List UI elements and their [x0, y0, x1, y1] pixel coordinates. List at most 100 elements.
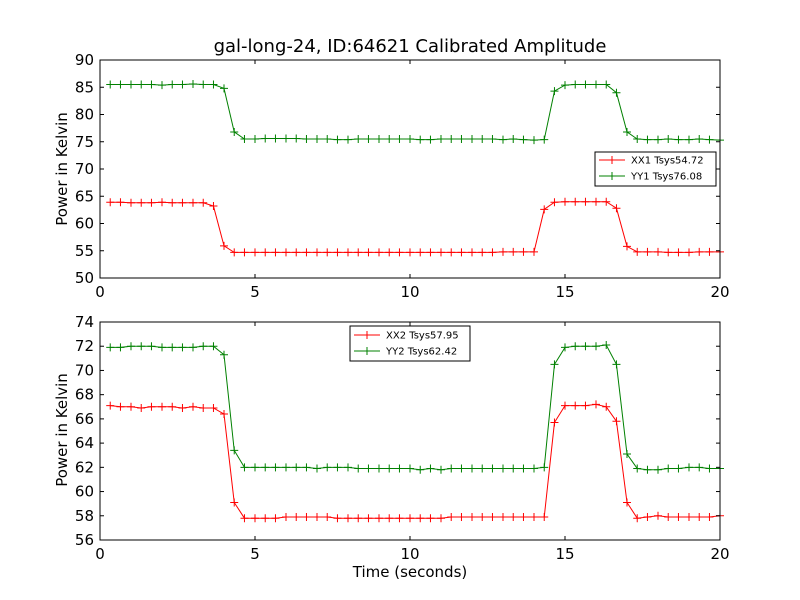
bottom-chart-axes-ticks: 0 5 10 15 20 56 58 60 62 64 66 68 70 72 74: [75, 313, 730, 563]
data-point-marker: [705, 135, 714, 144]
data-point-marker: [437, 135, 445, 144]
x-tick-label: 20: [710, 283, 729, 301]
y-tick-label: 74: [75, 313, 94, 331]
data-point-marker: [292, 248, 301, 257]
data-point-marker: [571, 342, 580, 351]
data-point-marker: [137, 80, 146, 89]
data-point-marker: [633, 464, 642, 473]
data-point-marker: [385, 135, 394, 144]
y-tick-label: 60: [75, 215, 94, 233]
data-point-marker: [168, 198, 177, 207]
data-point-marker: [416, 248, 425, 257]
data-point-marker: [437, 514, 445, 523]
data-point-marker: [581, 80, 590, 89]
top-chart-legend-box: [594, 151, 717, 187]
data-point-marker: [623, 127, 631, 136]
data-point-marker: [251, 135, 259, 144]
bottom-chart-legend: XX2 Tsys57.95 YY2 Tsys62.42: [349, 325, 471, 362]
legend-label-yy2: YY2 Tsys62.42: [385, 347, 457, 358]
data-point-marker: [302, 135, 311, 144]
data-point-marker: [612, 88, 621, 97]
legend-entry-yy2: YY2 Tsys62.42: [354, 347, 457, 358]
data-point-marker: [168, 343, 177, 352]
data-point-marker: [488, 248, 497, 257]
data-point-marker: [406, 514, 414, 523]
data-point-marker: [602, 197, 611, 206]
data-point-marker: [654, 465, 662, 474]
data-point-marker: [685, 512, 693, 521]
data-point-marker: [550, 198, 559, 207]
bottom-chart: Power in Kelvin Time (seconds) 0 5 10 15 20 5…: [53, 313, 730, 581]
data-point-marker: [323, 512, 332, 521]
data-point-marker: [240, 514, 249, 523]
data-point-marker: [561, 81, 569, 90]
data-point-marker: [251, 463, 259, 472]
data-point-marker: [478, 512, 487, 521]
data-point-marker: [468, 248, 476, 257]
data-point-marker: [199, 80, 208, 89]
top-chart-y-axis-label: Power in Kelvin: [53, 112, 71, 226]
x-tick-label: 0: [95, 283, 105, 301]
data-point-marker: [147, 402, 156, 411]
data-point-marker: [705, 464, 714, 473]
data-point-marker: [261, 248, 270, 257]
data-point-marker: [178, 403, 187, 412]
data-point-marker: [406, 135, 414, 144]
data-point-marker: [478, 135, 487, 144]
data-point-marker: [561, 197, 569, 206]
data-point-marker: [127, 342, 135, 351]
data-point-marker: [437, 465, 445, 474]
data-point-marker: [705, 247, 714, 256]
bottom-chart-plot-area: [106, 341, 724, 523]
data-point-marker: [416, 135, 425, 144]
data-point-marker: [468, 135, 476, 144]
x-tick-label: 10: [400, 545, 419, 563]
data-point-marker: [426, 514, 435, 523]
data-point-marker: [240, 135, 249, 144]
data-point-marker: [282, 512, 290, 521]
top-chart-axes-ticks: 0 5 10 15 20 50 55 60 65 70 75 80 85 90: [75, 51, 730, 301]
y-tick-label: 66: [75, 410, 94, 428]
data-point-marker: [354, 514, 363, 523]
data-point-marker: [147, 198, 156, 207]
data-point-marker: [674, 464, 683, 473]
data-point-marker: [664, 464, 673, 473]
data-point-marker: [230, 127, 239, 136]
data-point-marker: [271, 248, 280, 257]
data-point-marker: [633, 247, 642, 256]
data-point-marker: [385, 248, 394, 257]
data-point-marker: [189, 343, 197, 352]
y-tick-label: 70: [75, 160, 94, 178]
data-point-marker: [313, 512, 321, 521]
data-point-marker: [519, 464, 528, 473]
data-point-marker: [209, 403, 218, 412]
data-point-marker: [271, 134, 280, 143]
data-point-marker: [282, 463, 290, 472]
data-point-marker: [695, 463, 704, 472]
data-point-marker: [375, 514, 383, 523]
data-point-marker: [530, 247, 538, 256]
data-point-marker: [499, 135, 507, 144]
data-point-marker: [592, 400, 600, 409]
legend-entry-xx2: XX2 Tsys57.95: [354, 331, 459, 342]
data-point-marker: [654, 511, 662, 520]
data-point-marker: [530, 136, 538, 145]
data-point-marker: [220, 241, 228, 250]
y-tick-label: 90: [75, 51, 94, 69]
data-point-marker: [623, 450, 631, 459]
legend-label-xx2: XX2 Tsys57.95: [386, 331, 459, 342]
data-point-marker: [426, 135, 435, 144]
data-point-marker: [375, 135, 383, 144]
data-point-marker: [447, 512, 456, 521]
data-point-marker: [168, 80, 177, 89]
data-point-marker: [685, 135, 693, 144]
data-point-marker: [561, 343, 569, 352]
data-point-marker: [147, 80, 156, 89]
data-point-marker: [199, 403, 208, 412]
data-point-marker: [313, 135, 321, 144]
data-point-marker: [426, 464, 435, 473]
data-point-marker: [220, 84, 228, 93]
data-point-marker: [282, 248, 290, 257]
data-point-marker: [282, 134, 290, 143]
data-point-marker: [509, 464, 518, 473]
